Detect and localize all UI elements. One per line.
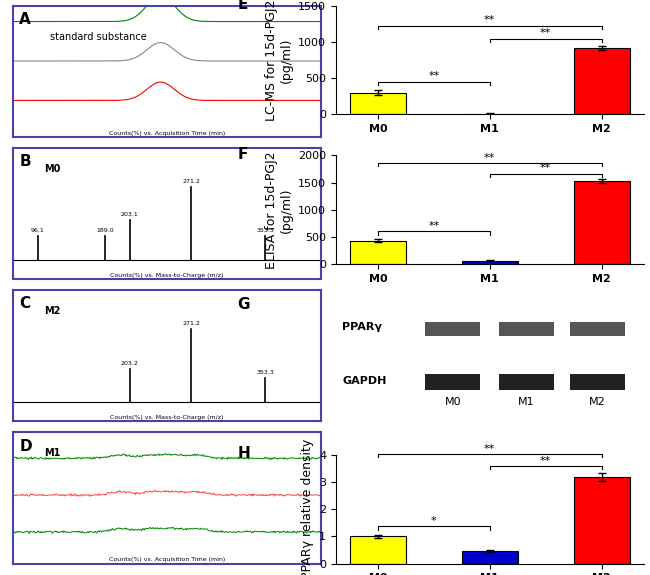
Text: G: G bbox=[237, 297, 250, 312]
Text: F: F bbox=[237, 147, 248, 162]
Bar bbox=[350, 93, 406, 114]
Bar bbox=[425, 321, 480, 336]
Bar bbox=[499, 321, 554, 336]
Text: **: ** bbox=[428, 221, 439, 231]
Text: PPARγ: PPARγ bbox=[342, 322, 382, 332]
Text: 271.2: 271.2 bbox=[183, 179, 200, 185]
Text: Counts(%) vs. Acquisition Time (min): Counts(%) vs. Acquisition Time (min) bbox=[109, 557, 225, 562]
Text: B: B bbox=[19, 155, 31, 170]
Bar bbox=[462, 260, 517, 264]
Text: 353.3: 353.3 bbox=[256, 228, 274, 233]
Text: M0: M0 bbox=[44, 164, 60, 174]
Text: M0: M0 bbox=[445, 397, 461, 407]
Text: H: H bbox=[237, 446, 250, 461]
Text: E: E bbox=[237, 0, 248, 12]
Text: 96.1: 96.1 bbox=[31, 228, 44, 233]
Bar bbox=[499, 374, 554, 390]
Text: **: ** bbox=[484, 16, 495, 25]
Y-axis label: PPARγ relative density: PPARγ relative density bbox=[300, 439, 313, 575]
Bar bbox=[573, 477, 629, 564]
Bar bbox=[350, 536, 406, 564]
Text: **: ** bbox=[540, 29, 551, 39]
Text: *: * bbox=[431, 516, 437, 526]
Text: **: ** bbox=[540, 163, 551, 174]
Y-axis label: LC-MS for 15d-PGJ2
(pg/ml): LC-MS for 15d-PGJ2 (pg/ml) bbox=[265, 0, 292, 121]
Text: 189.0: 189.0 bbox=[96, 228, 114, 233]
Text: 203.2: 203.2 bbox=[121, 361, 139, 366]
Y-axis label: ELISA for 15d-PGJ2
(pg/ml): ELISA for 15d-PGJ2 (pg/ml) bbox=[265, 151, 292, 269]
Bar bbox=[573, 48, 629, 114]
Bar bbox=[569, 321, 625, 336]
Text: M1: M1 bbox=[44, 448, 60, 458]
Bar bbox=[573, 181, 629, 264]
Bar bbox=[350, 241, 406, 264]
Bar bbox=[569, 374, 625, 390]
Text: 203.1: 203.1 bbox=[121, 212, 138, 217]
Text: **: ** bbox=[428, 71, 439, 81]
Bar bbox=[462, 113, 517, 114]
Text: standard substance: standard substance bbox=[50, 32, 147, 42]
Bar bbox=[462, 551, 517, 564]
Text: M2: M2 bbox=[44, 306, 60, 316]
Text: A: A bbox=[19, 12, 31, 28]
Text: Counts(%) vs. Acquisition Time (min): Counts(%) vs. Acquisition Time (min) bbox=[109, 131, 225, 136]
Text: M2: M2 bbox=[589, 397, 606, 407]
Text: Counts(%) vs. Mass-to-Charge (m/z): Counts(%) vs. Mass-to-Charge (m/z) bbox=[110, 415, 224, 420]
Text: 353.3: 353.3 bbox=[256, 370, 274, 375]
Text: GAPDH: GAPDH bbox=[342, 376, 387, 386]
Text: Counts(%) vs. Mass-to-Charge (m/z): Counts(%) vs. Mass-to-Charge (m/z) bbox=[110, 273, 224, 278]
Text: **: ** bbox=[484, 444, 495, 454]
Bar bbox=[425, 374, 480, 390]
Text: 271.2: 271.2 bbox=[183, 321, 200, 327]
Text: **: ** bbox=[484, 152, 495, 163]
Text: D: D bbox=[19, 439, 32, 454]
Text: **: ** bbox=[540, 455, 551, 466]
Text: M1: M1 bbox=[518, 397, 535, 407]
Text: C: C bbox=[19, 297, 31, 312]
